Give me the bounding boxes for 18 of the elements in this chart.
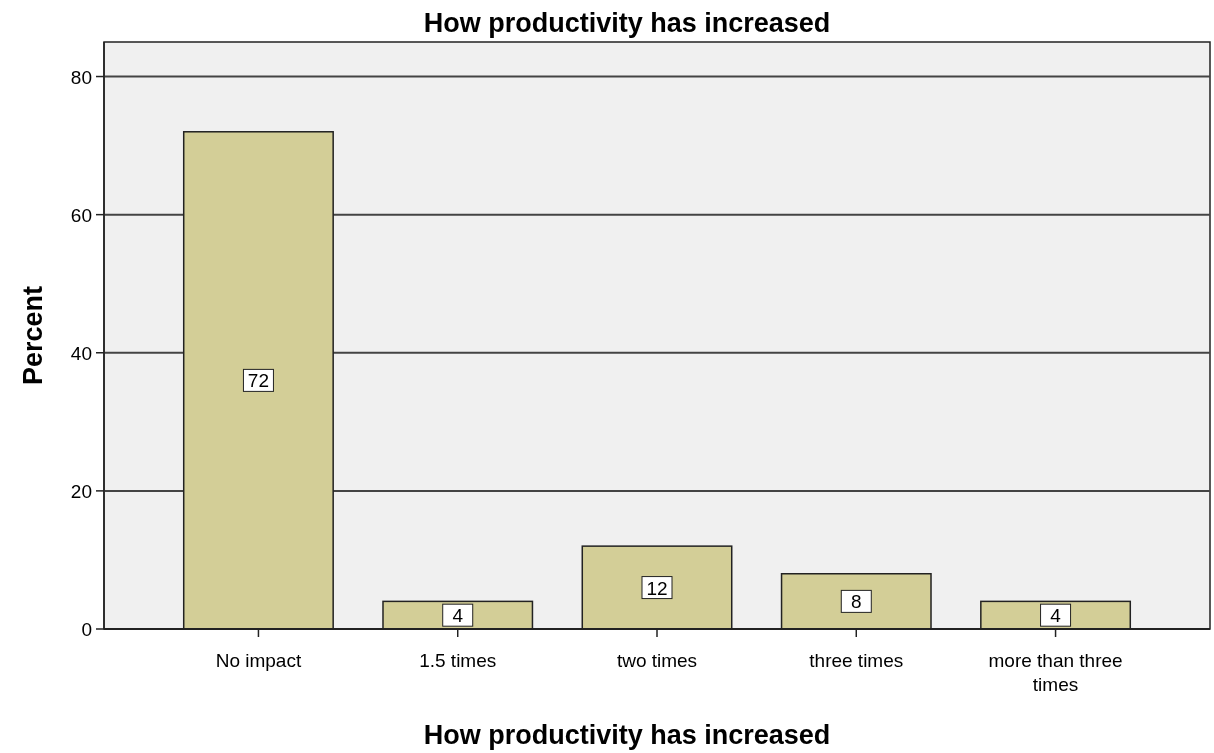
x-tick-label: two times — [616, 650, 698, 671]
y-tick-label: 80 — [70, 66, 92, 88]
data-label: 4 — [1050, 605, 1062, 627]
data-label: 4 — [452, 605, 464, 627]
chart-title: How productivity has increased — [423, 8, 831, 38]
y-axis-title: Percent — [18, 285, 48, 386]
y-tick-label: 40 — [70, 342, 92, 364]
x-tick-label: more than three times — [988, 650, 1123, 695]
y-tick-label: 60 — [70, 204, 92, 226]
y-tick-label: 20 — [70, 480, 92, 502]
data-label: 12 — [646, 577, 668, 599]
x-tick-label: three times — [809, 650, 904, 671]
data-label: 72 — [247, 370, 270, 392]
x-axis-title: How productivity has increased — [423, 720, 831, 750]
data-label: 8 — [850, 591, 862, 613]
x-tick-label: 1.5 times — [419, 650, 497, 671]
y-tick-label: 0 — [81, 619, 92, 640]
x-tick-label: No impact — [215, 650, 302, 671]
